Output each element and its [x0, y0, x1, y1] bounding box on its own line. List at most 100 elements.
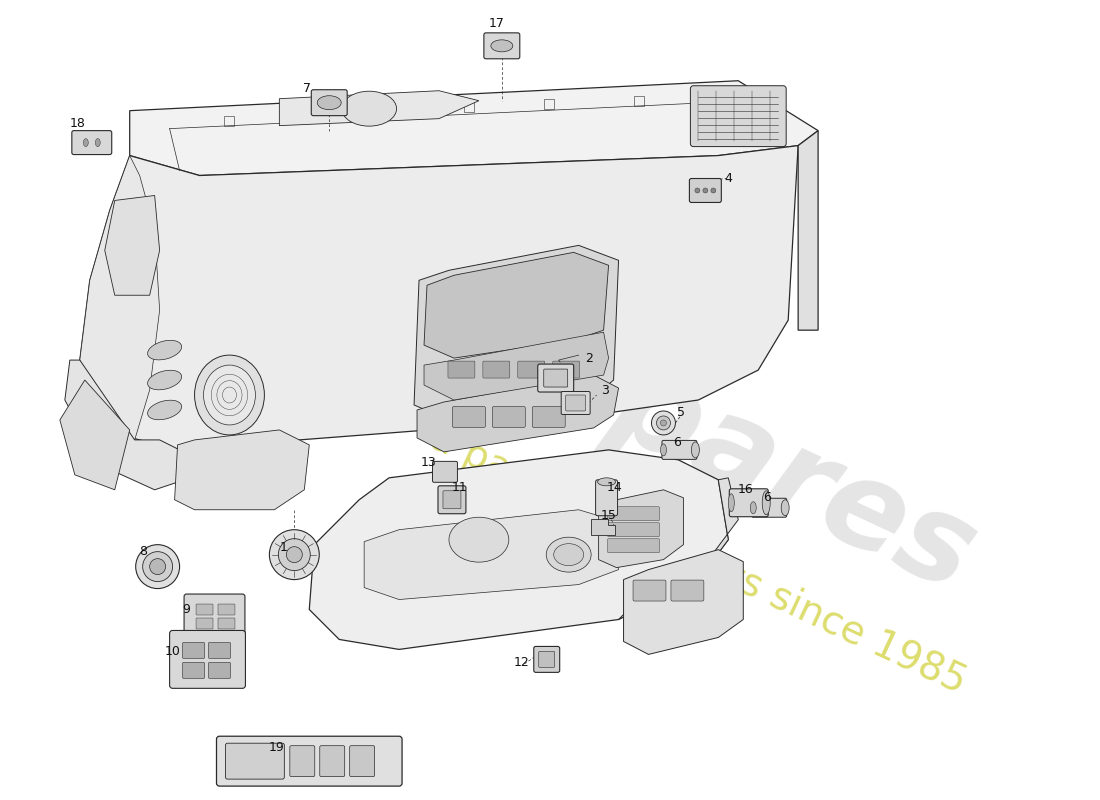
Polygon shape [598, 490, 683, 568]
Bar [464, 102, 474, 112]
Circle shape [278, 538, 310, 570]
FancyBboxPatch shape [493, 406, 526, 427]
Text: 13: 13 [421, 456, 437, 470]
Polygon shape [624, 550, 744, 654]
Text: a passion for parts since 1985: a passion for parts since 1985 [425, 418, 972, 701]
Ellipse shape [317, 96, 341, 110]
Ellipse shape [449, 518, 509, 562]
FancyBboxPatch shape [183, 662, 205, 678]
FancyBboxPatch shape [209, 642, 231, 658]
Ellipse shape [781, 500, 789, 516]
FancyBboxPatch shape [218, 604, 235, 615]
Text: 12: 12 [514, 656, 530, 669]
FancyBboxPatch shape [671, 580, 704, 601]
Ellipse shape [204, 365, 255, 425]
FancyBboxPatch shape [632, 580, 666, 601]
Polygon shape [80, 155, 160, 440]
Ellipse shape [762, 490, 770, 514]
Text: 15: 15 [601, 510, 616, 522]
Bar [543, 98, 553, 109]
Text: 6: 6 [673, 437, 681, 450]
Circle shape [286, 546, 302, 562]
Ellipse shape [195, 355, 264, 435]
FancyBboxPatch shape [751, 498, 786, 518]
FancyBboxPatch shape [217, 736, 403, 786]
Text: 6: 6 [763, 491, 771, 504]
FancyBboxPatch shape [595, 480, 617, 516]
Circle shape [660, 420, 667, 426]
Text: 10: 10 [165, 645, 180, 658]
FancyBboxPatch shape [72, 130, 112, 154]
FancyBboxPatch shape [183, 642, 205, 658]
Text: 19: 19 [268, 741, 284, 754]
FancyBboxPatch shape [690, 178, 722, 202]
FancyBboxPatch shape [607, 522, 660, 537]
Ellipse shape [547, 537, 591, 572]
Text: 8: 8 [139, 545, 146, 558]
Ellipse shape [147, 400, 182, 420]
FancyBboxPatch shape [218, 618, 235, 629]
Text: 5: 5 [678, 406, 685, 419]
Ellipse shape [147, 340, 182, 360]
Polygon shape [364, 510, 618, 599]
Polygon shape [417, 375, 618, 452]
Ellipse shape [96, 138, 100, 146]
Ellipse shape [750, 502, 756, 514]
Text: 3: 3 [601, 383, 608, 397]
Circle shape [657, 416, 670, 430]
FancyBboxPatch shape [552, 361, 580, 378]
Text: 1: 1 [279, 541, 287, 554]
FancyBboxPatch shape [543, 369, 568, 387]
Polygon shape [424, 252, 608, 358]
Ellipse shape [597, 478, 616, 486]
FancyBboxPatch shape [432, 462, 458, 482]
Ellipse shape [342, 91, 397, 126]
FancyBboxPatch shape [662, 441, 697, 459]
Text: 4: 4 [725, 172, 733, 185]
FancyBboxPatch shape [196, 604, 213, 615]
Polygon shape [424, 332, 608, 400]
Polygon shape [65, 360, 185, 490]
Ellipse shape [491, 40, 513, 52]
Bar [693, 93, 703, 102]
Circle shape [703, 188, 708, 193]
FancyBboxPatch shape [484, 33, 520, 58]
FancyBboxPatch shape [209, 662, 231, 678]
FancyBboxPatch shape [196, 618, 213, 629]
Bar [634, 96, 643, 106]
Text: 16: 16 [737, 483, 754, 496]
FancyBboxPatch shape [311, 90, 348, 116]
Ellipse shape [728, 494, 735, 512]
Circle shape [143, 552, 173, 582]
Polygon shape [414, 246, 618, 420]
Polygon shape [104, 195, 160, 295]
Ellipse shape [660, 444, 667, 456]
Polygon shape [309, 450, 728, 650]
FancyBboxPatch shape [226, 743, 284, 779]
Text: 11: 11 [452, 482, 468, 494]
FancyBboxPatch shape [607, 538, 660, 553]
FancyBboxPatch shape [483, 361, 509, 378]
FancyBboxPatch shape [691, 86, 786, 146]
FancyBboxPatch shape [438, 486, 466, 514]
Ellipse shape [84, 138, 88, 146]
FancyBboxPatch shape [539, 651, 554, 667]
FancyBboxPatch shape [534, 646, 560, 672]
FancyBboxPatch shape [561, 391, 590, 414]
Text: 14: 14 [607, 482, 623, 494]
Text: eurospares: eurospares [244, 184, 993, 616]
FancyBboxPatch shape [169, 630, 245, 688]
Text: 18: 18 [70, 117, 86, 130]
Text: 2: 2 [585, 351, 593, 365]
Ellipse shape [147, 370, 182, 390]
Polygon shape [175, 430, 309, 510]
Ellipse shape [553, 544, 584, 566]
Bar [224, 116, 234, 126]
Polygon shape [80, 146, 799, 450]
Bar [305, 110, 315, 121]
Circle shape [135, 545, 179, 589]
Polygon shape [59, 380, 130, 490]
FancyBboxPatch shape [729, 489, 768, 517]
Polygon shape [279, 90, 478, 126]
FancyBboxPatch shape [320, 746, 344, 777]
